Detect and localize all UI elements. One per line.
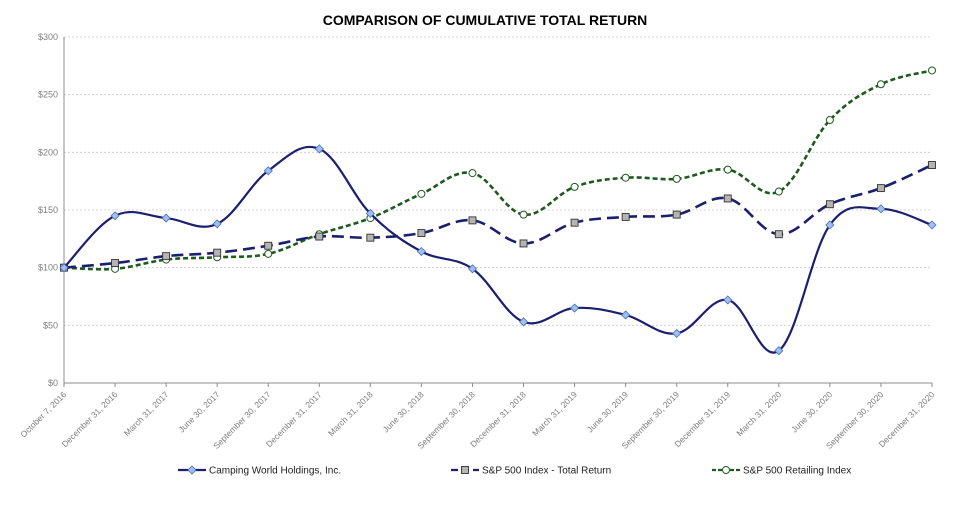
y-axis-ticks: $0 $50 $100 $150 $200 $250 $300 <box>38 32 58 388</box>
data-point <box>928 161 936 169</box>
gridlines <box>64 36 932 326</box>
x-tick-label: March 31, 2017 <box>122 389 171 438</box>
data-point <box>570 218 579 227</box>
legend-item-1: S&P 500 Index - Total Return <box>451 466 611 477</box>
legend-label: S&P 500 Index - Total Return <box>482 466 611 477</box>
x-tick-label: March 31, 2020 <box>734 389 783 438</box>
data-point <box>468 169 477 178</box>
y-tick-label: $100 <box>38 263 58 273</box>
data-point <box>110 211 120 221</box>
data-point <box>519 239 528 248</box>
y-tick-label: $0 <box>48 378 58 388</box>
data-point <box>723 194 732 203</box>
data-point <box>927 220 937 230</box>
data-point <box>774 187 783 196</box>
y-tick-label: $300 <box>38 32 58 42</box>
x-tick-label: December 31, 2018 <box>468 389 528 449</box>
data-point <box>213 248 222 257</box>
data-point <box>468 216 477 225</box>
x-tick-label: June 30, 2020 <box>789 389 834 434</box>
series-line <box>63 145 933 354</box>
data-point <box>366 233 375 242</box>
data-point <box>876 204 886 214</box>
data-point <box>315 232 324 241</box>
x-tick-label: December 31, 2017 <box>264 389 324 449</box>
data-point <box>518 317 529 327</box>
data-point <box>111 259 120 268</box>
chart-title: COMPARISON OF CUMULATIVE TOTAL RETURN <box>323 12 648 28</box>
data-point <box>161 213 171 223</box>
data-point <box>723 295 733 305</box>
data-point <box>774 346 784 356</box>
data-point <box>621 310 631 320</box>
data-point <box>825 116 834 125</box>
x-tick-label: October 7, 2016 <box>18 389 68 439</box>
data-point <box>825 200 834 209</box>
data-point <box>59 263 69 273</box>
data-point <box>672 174 681 183</box>
series-line <box>63 163 933 269</box>
x-tick-label: December 31, 2020 <box>877 389 937 449</box>
data-point <box>162 252 171 261</box>
data-point <box>365 208 375 219</box>
data-point <box>264 241 273 250</box>
data-point <box>417 229 426 238</box>
data-point <box>876 184 885 193</box>
series-1 <box>60 161 936 272</box>
y-tick-label: $250 <box>38 90 58 100</box>
axes <box>63 37 932 384</box>
data-point <box>621 212 630 221</box>
x-tick-label: March 31, 2018 <box>326 389 375 438</box>
data-point <box>417 189 426 198</box>
data-point <box>263 166 273 176</box>
data-point <box>672 210 681 219</box>
data-point <box>672 328 682 338</box>
legend-item-2: S&P 500 Retailing Index <box>712 466 851 477</box>
legend-swatch-marker <box>187 465 197 475</box>
x-tick-label: December 31, 2019 <box>672 389 732 449</box>
data-point <box>416 246 426 257</box>
x-tick-label: December 31, 2016 <box>60 389 120 449</box>
x-tick-label: June 30, 2019 <box>585 389 630 434</box>
series-line <box>63 69 933 271</box>
data-point <box>621 173 630 182</box>
y-tick-label: $50 <box>43 320 58 330</box>
legend-label: Camping World Holdings, Inc. <box>209 466 341 477</box>
legend: Camping World Holdings, Inc. S&P 500 Inde… <box>178 465 851 477</box>
series-0 <box>59 144 937 356</box>
x-tick-label: June 30, 2018 <box>381 389 426 434</box>
data-point <box>212 219 222 229</box>
data-point <box>570 303 580 313</box>
x-tick-label: June 30, 2017 <box>176 389 221 434</box>
data-point <box>264 249 273 258</box>
data-point <box>570 182 579 191</box>
data-point <box>519 210 528 219</box>
legend-swatch-marker <box>722 466 730 474</box>
x-tick-label: March 31, 2019 <box>530 389 579 438</box>
data-point <box>723 165 732 174</box>
legend-swatch-marker <box>461 466 469 474</box>
series <box>59 66 937 356</box>
data-point <box>928 66 936 75</box>
data-point <box>467 264 478 274</box>
y-tick-label: $200 <box>38 147 58 157</box>
data-point <box>774 230 783 239</box>
legend-item-0: Camping World Holdings, Inc. <box>178 465 341 477</box>
legend-label: S&P 500 Retailing Index <box>743 466 851 477</box>
data-point <box>825 220 835 230</box>
series-2 <box>60 66 936 273</box>
data-point <box>876 80 885 89</box>
y-tick-label: $150 <box>38 205 58 215</box>
data-point <box>314 144 324 154</box>
